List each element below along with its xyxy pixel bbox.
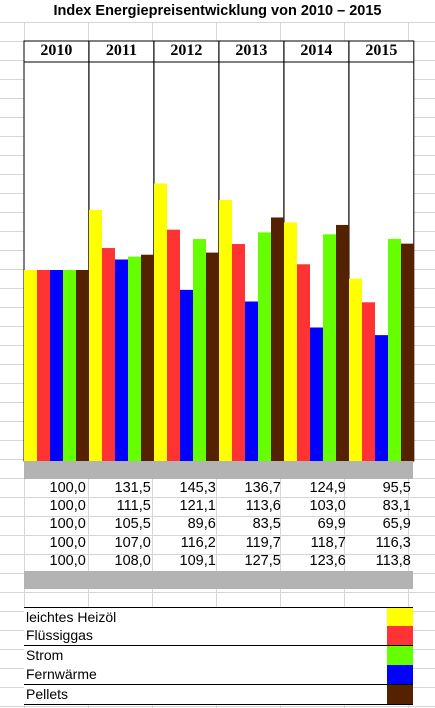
bar-2014-0 (284, 222, 297, 461)
bar-2015-3 (388, 238, 401, 461)
value-cell: 131,5 (114, 480, 151, 496)
value-cell: 113,8 (375, 552, 411, 569)
bar-2011-0 (89, 209, 102, 461)
value-cell: 121,1 (179, 498, 216, 515)
bar-2011-3 (128, 256, 141, 461)
bar-2013-1 (232, 244, 245, 461)
value-cell: 124,9 (309, 480, 346, 496)
bar-2013-3 (258, 232, 271, 461)
value-cell: 69,9 (317, 516, 346, 533)
value-cell: 95,5 (382, 480, 411, 496)
legend-swatch (387, 665, 413, 685)
bar-2014-4 (336, 224, 349, 461)
bar-2015-4 (401, 243, 414, 461)
bar-2013-4 (271, 217, 284, 461)
value-cell: 65,9 (382, 516, 411, 533)
legend-item: leichtes Heizöl (24, 607, 413, 628)
year-header: 2011 (105, 42, 137, 59)
value-cell: 105,5 (114, 516, 151, 533)
bar-2014-2 (310, 327, 323, 461)
value-cell: 100,0 (49, 516, 86, 533)
legend-item: Pellets (24, 684, 413, 705)
value-cell: 83,5 (252, 516, 281, 533)
legend-swatch (387, 684, 413, 704)
bar-2012-3 (193, 239, 206, 461)
value-cell: 145,3 (179, 480, 216, 496)
bar-2012-2 (180, 289, 193, 461)
legend-label: Pellets (26, 685, 69, 702)
value-cell: 107,0 (114, 534, 151, 551)
bar-2010-2 (50, 270, 63, 461)
value-cell: 116,3 (375, 534, 411, 551)
legend-swatch (387, 645, 413, 665)
value-cell: 108,0 (114, 552, 151, 569)
value-cell: 127,5 (244, 552, 281, 569)
value-cell: 83,1 (382, 498, 411, 515)
bar-2015-0 (349, 278, 362, 461)
bar-2015-1 (362, 302, 375, 461)
value-cell: 136,7 (244, 480, 281, 496)
bar-2010-4 (76, 270, 89, 461)
chart-title: Index Energiepreisentwicklung von 2010 –… (0, 0, 435, 22)
bar-2015-2 (375, 335, 388, 461)
table-top-bar (24, 461, 413, 479)
bar-2010-3 (63, 270, 76, 461)
legend-label: Flüssiggas (26, 627, 93, 644)
value-cell: 100,0 (49, 480, 86, 496)
legend-label: leichtes Heizöl (26, 609, 117, 625)
value-cell: 118,7 (310, 534, 346, 551)
value-cell: 100,0 (49, 552, 86, 569)
value-cell: 100,0 (49, 498, 86, 515)
bar-2012-4 (206, 252, 219, 461)
bar-2014-1 (297, 264, 310, 461)
value-cell: 123,6 (309, 552, 346, 569)
legend-swatch (387, 626, 413, 646)
bar-2014-3 (323, 234, 336, 461)
value-cell: 100,0 (49, 534, 86, 551)
bar-2011-4 (141, 254, 154, 461)
value-cell: 113,6 (245, 498, 281, 515)
legend-item: Flüssiggas (24, 626, 413, 647)
value-cell: 89,6 (187, 516, 216, 533)
value-cell: 116,2 (180, 534, 216, 551)
year-header: 2013 (235, 42, 268, 59)
legend-item: Fernwärme (24, 665, 413, 686)
value-cell: 109,1 (179, 552, 216, 569)
bar-2010-0 (24, 270, 37, 461)
year-header: 2014 (300, 42, 333, 59)
year-header: 2012 (170, 42, 203, 59)
value-cell: 119,7 (245, 534, 281, 551)
bar-2010-1 (37, 270, 50, 461)
year-header: 2015 (365, 42, 398, 59)
bar-2013-0 (219, 199, 232, 461)
value-cell: 103,0 (309, 498, 346, 515)
legend-item: Strom (24, 645, 413, 666)
bar-2012-0 (154, 183, 167, 462)
bar-2013-2 (245, 301, 258, 461)
bar-2011-2 (115, 259, 128, 461)
legend-swatch (387, 608, 413, 627)
value-cell: 111,5 (116, 498, 151, 515)
legend-label: Fernwärme (26, 666, 97, 683)
legend-label: Strom (26, 646, 64, 663)
bar-2012-1 (167, 229, 180, 461)
year-header: 2010 (40, 42, 73, 59)
bar-2011-1 (102, 248, 115, 461)
table-bottom-bar (24, 571, 413, 589)
